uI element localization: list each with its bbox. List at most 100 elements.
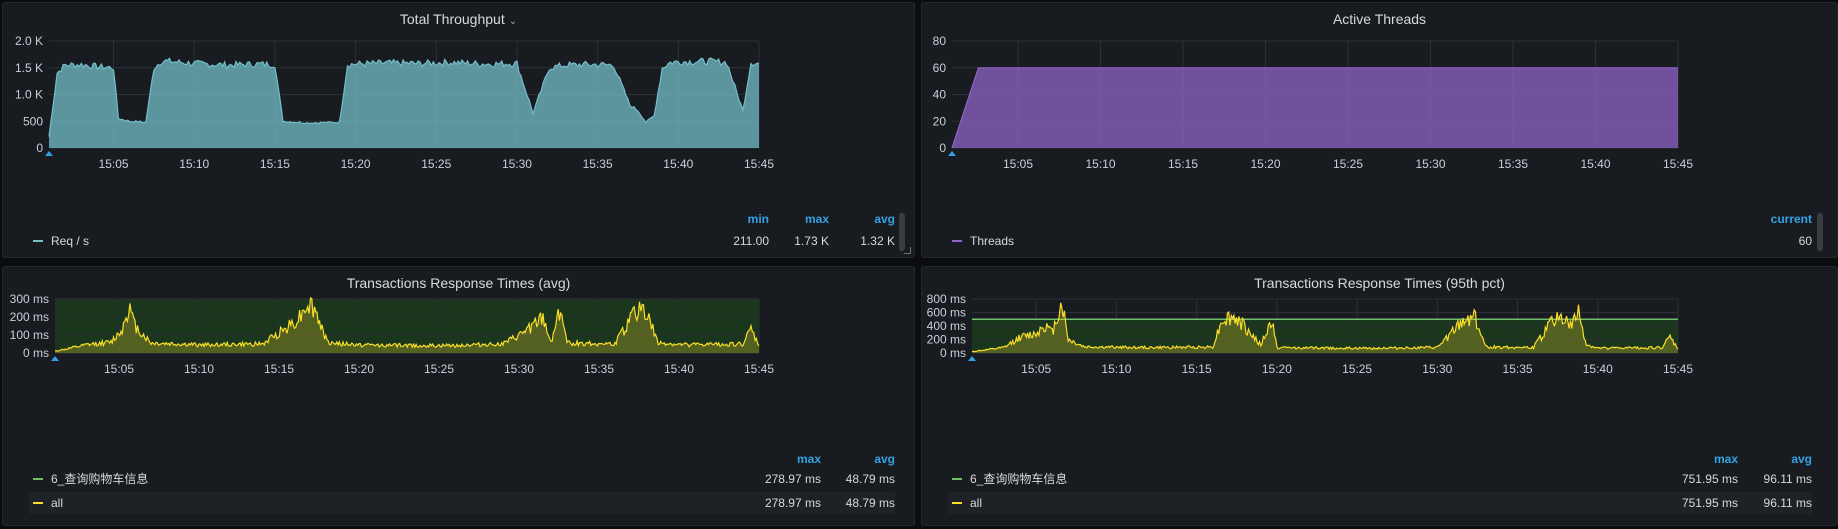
series-area (49, 57, 759, 148)
legend-row[interactable]: Threads 60 (948, 230, 1812, 252)
x-tick-label: 15:35 (583, 157, 613, 171)
legend-header-min[interactable]: min (747, 212, 769, 226)
x-tick-label: 15:45 (1663, 362, 1693, 376)
x-tick-label: 15:40 (664, 362, 694, 376)
series-avg: 48.79 ms (845, 472, 895, 486)
legend-row[interactable]: all 751.95 ms 96.11 ms (948, 492, 1812, 514)
throughput-panel: Total Throughput ⌄ 0 500 1.0 K 1.5 K 2.0 K 15:… (2, 2, 915, 258)
series-swatch (33, 502, 43, 504)
legend-scrollbar[interactable] (899, 213, 905, 251)
legend-row[interactable]: 6_查询购物车信息 278.97 ms 48.79 ms (29, 468, 895, 490)
series-max: 278.97 ms (764, 472, 821, 486)
chevron-down-icon[interactable]: ⌄ (508, 16, 518, 27)
legend-scrollbar[interactable] (1817, 213, 1823, 251)
series-swatch (952, 502, 962, 504)
x-tick-label: 15:20 (341, 157, 371, 171)
series-max: 1.73 K (794, 234, 829, 248)
series-name[interactable]: all (970, 496, 983, 510)
y-tick-label: 100 ms (10, 328, 49, 342)
throughput-chart[interactable]: 0 500 1.0 K 1.5 K 2.0 K 15:05 15:10 15:15 15:20 1… (3, 3, 914, 203)
x-tick-label: 15:25 (1342, 362, 1372, 376)
y-tick-label: 20 (933, 114, 947, 128)
series-max: 751.95 ms (1681, 472, 1738, 486)
series-current: 60 (1798, 234, 1812, 248)
y-tick-label: 60 (933, 61, 947, 75)
series-line (48, 57, 760, 137)
series-area (55, 298, 759, 353)
y-tick-label: 300 ms (10, 292, 49, 306)
x-tick-label: 15:30 (504, 362, 534, 376)
throughput-legend: min max avg Req / s 211.00 1.73 K 1.32 K (29, 212, 895, 256)
threads-chart[interactable]: 0 20 40 60 80 15:05 15:10 15:15 15:20 15:25 15:30 1… (922, 3, 1837, 203)
rt-avg-panel: Transactions Response Times (avg) 0 ms 10… (2, 266, 915, 526)
series-avg: 96.11 ms (1763, 496, 1812, 510)
annotation-marker (45, 151, 53, 156)
series-name[interactable]: Threads (970, 234, 1015, 248)
rt-95-panel: Transactions Response Times (95th pct) 0… (921, 266, 1838, 526)
x-tick-label: 15:35 (1498, 157, 1528, 171)
x-tick-label: 15:10 (184, 362, 214, 376)
rt-avg-chart[interactable]: 0 ms 100 ms 200 ms 300 ms 15:05 15:10 15:15 15:… (3, 267, 914, 457)
y-tick-label: 0 (36, 141, 43, 155)
panel-title[interactable]: Total Throughput ⌄ (399, 11, 518, 27)
legend-header-avg[interactable]: avg (1791, 452, 1812, 466)
x-tick-label: 15:20 (344, 362, 374, 376)
panel-title[interactable]: Active Threads (1332, 11, 1427, 27)
series-avg: 1.32 K (860, 234, 895, 248)
legend-header-max[interactable]: max (796, 452, 821, 466)
annotation-marker (948, 151, 956, 156)
x-tick-label: 15:40 (1583, 362, 1613, 376)
rt-avg-legend: max avg 6_查询购物车信息 278.97 ms 48.79 ms all… (29, 452, 895, 522)
legend-row[interactable]: 6_查询购物车信息 751.95 ms 96.11 ms (948, 468, 1812, 490)
panel-title[interactable]: Transactions Response Times (95th pct) (1254, 275, 1505, 291)
y-tick-label: 400 ms (927, 319, 966, 333)
panel-title[interactable]: Transactions Response Times (avg) (346, 275, 571, 291)
series-swatch (952, 478, 962, 480)
y-tick-label: 800 ms (927, 292, 966, 306)
resize-handle[interactable] (904, 247, 911, 254)
x-tick-label: 15:25 (424, 362, 454, 376)
series-name[interactable]: Req / s (51, 234, 90, 248)
x-tick-label: 15:45 (744, 362, 774, 376)
x-tick-label: 15:05 (1021, 362, 1051, 376)
legend-header-avg[interactable]: avg (874, 452, 895, 466)
legend-header-avg[interactable]: avg (874, 212, 895, 226)
x-tick-label: 15:15 (1182, 362, 1212, 376)
x-tick-label: 15:25 (1333, 157, 1363, 171)
x-tick-label: 15:30 (1415, 157, 1445, 171)
x-tick-label: 15:15 (260, 157, 290, 171)
series-name[interactable]: 6_查询购物车信息 (51, 472, 149, 486)
series-max: 751.95 ms (1681, 496, 1738, 510)
x-tick-label: 15:30 (502, 157, 532, 171)
x-tick-label: 15:35 (584, 362, 614, 376)
x-tick-label: 15:45 (744, 157, 774, 171)
legend-header-max[interactable]: max (804, 212, 829, 226)
legend-header-max[interactable]: max (1713, 452, 1738, 466)
threads-legend: current Threads 60 (948, 212, 1812, 256)
rt-95-legend: max avg 6_查询购物车信息 751.95 ms 96.11 ms all… (948, 452, 1812, 522)
x-tick-label: 15:20 (1262, 362, 1292, 376)
series-area (952, 67, 1678, 148)
y-tick-label: 0 ms (23, 346, 49, 360)
series-name[interactable]: all (51, 496, 64, 510)
x-tick-label: 15:40 (1580, 157, 1610, 171)
y-tick-label: 200 ms (10, 310, 49, 324)
y-tick-label: 2.0 K (15, 34, 43, 48)
legend-row[interactable]: all 278.97 ms 48.79 ms (29, 492, 895, 514)
series-min: 211.00 (733, 234, 769, 248)
x-tick-label: 15:10 (1085, 157, 1115, 171)
x-tick-label: 15:20 (1250, 157, 1280, 171)
legend-row[interactable]: Req / s 211.00 1.73 K 1.32 K (29, 230, 895, 252)
y-tick-label: 1.5 K (15, 61, 43, 75)
legend-header-current[interactable]: current (1770, 212, 1812, 226)
x-tick-label: 15:45 (1663, 157, 1693, 171)
x-tick-label: 15:30 (1422, 362, 1452, 376)
series-swatch (952, 240, 962, 242)
x-tick-label: 15:25 (421, 157, 451, 171)
series-line (971, 302, 1679, 353)
x-tick-label: 15:05 (104, 362, 134, 376)
series-name[interactable]: 6_查询购物车信息 (970, 472, 1068, 486)
series-swatch (33, 240, 43, 242)
x-tick-label: 15:15 (1168, 157, 1198, 171)
